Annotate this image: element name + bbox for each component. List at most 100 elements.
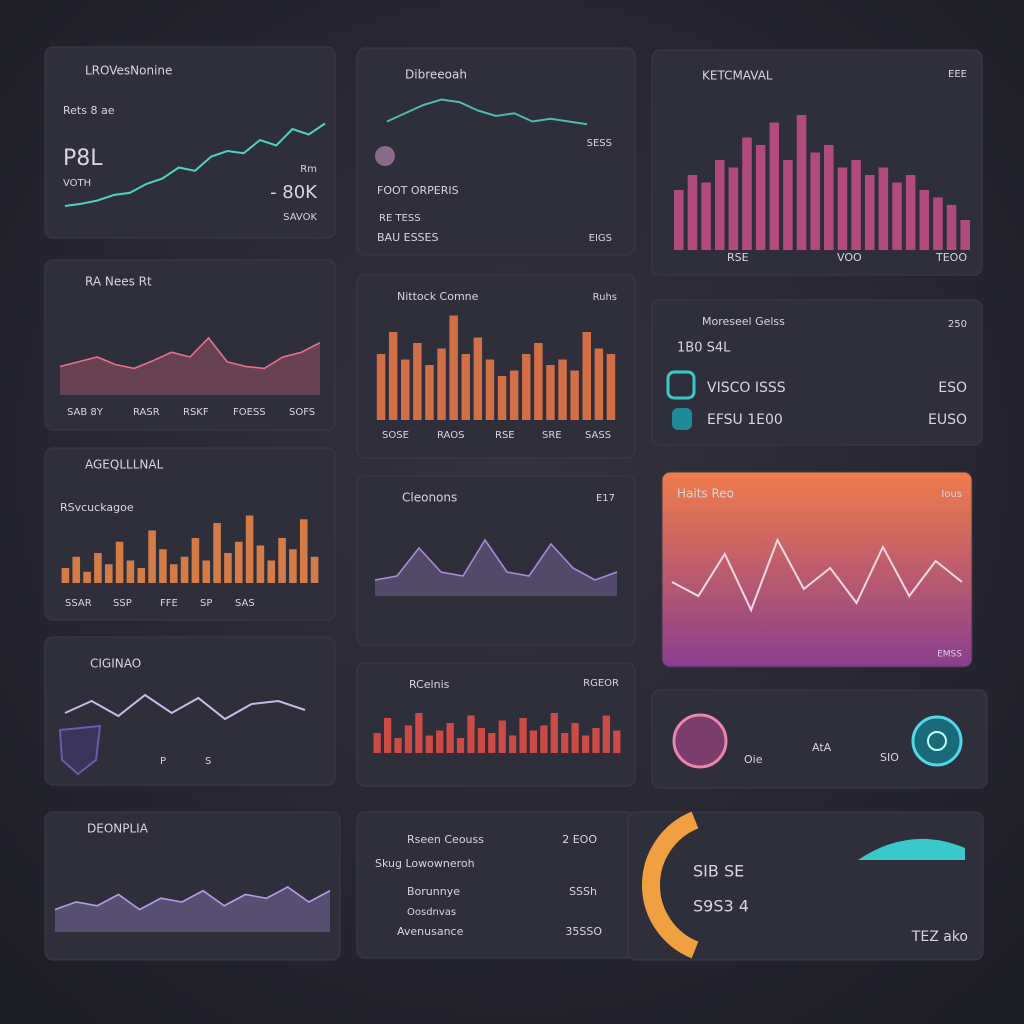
label: E17 <box>596 493 615 504</box>
bar <box>425 735 433 753</box>
label: 35SSO <box>565 925 602 938</box>
label: TEOO <box>935 251 967 264</box>
label: SSAR <box>65 598 92 609</box>
icon <box>927 731 947 751</box>
label: SAB 8Y <box>67 407 104 418</box>
card-title: AGEQLLLNAL <box>85 458 164 472</box>
icon <box>672 713 728 769</box>
bar <box>467 715 475 753</box>
area-line <box>54 886 331 911</box>
area-line <box>59 336 321 370</box>
label: EUSO <box>928 412 967 428</box>
bar <box>714 160 725 250</box>
label: FOESS <box>233 407 266 418</box>
bar <box>425 365 434 420</box>
bar <box>581 735 590 753</box>
card <box>651 299 983 446</box>
bar <box>180 556 189 583</box>
bar <box>104 564 113 583</box>
card <box>356 475 636 646</box>
bar <box>413 343 422 420</box>
bar <box>933 197 943 250</box>
icon <box>666 370 696 400</box>
bar <box>446 723 454 753</box>
bar <box>83 571 91 583</box>
label: SSP <box>113 598 132 609</box>
line-series <box>64 693 306 721</box>
card-title: RA Nees Rt <box>85 275 152 289</box>
bar <box>278 538 286 583</box>
label: Skug Lowowneroh <box>375 857 475 870</box>
line-series <box>64 122 326 207</box>
card-title: DEONPLIA <box>87 822 149 836</box>
bar <box>224 553 232 583</box>
bar <box>824 145 834 250</box>
bar <box>289 549 297 583</box>
bar <box>522 354 531 420</box>
label: AtA <box>812 741 832 754</box>
bar <box>540 725 548 753</box>
bar <box>582 332 591 420</box>
bar <box>892 182 902 250</box>
bar <box>571 723 579 753</box>
bar <box>477 728 486 753</box>
area-fill <box>375 540 617 596</box>
card-title: RCelnis <box>409 678 450 691</box>
bar <box>561 733 569 753</box>
card <box>651 689 988 789</box>
bar <box>570 370 579 420</box>
bar <box>126 560 135 583</box>
label: SP <box>200 598 212 609</box>
label: SESS <box>587 138 612 149</box>
icon <box>58 724 102 776</box>
bar <box>960 220 970 250</box>
bar <box>461 354 470 420</box>
bar <box>72 556 81 583</box>
label: RE TESS <box>379 213 421 224</box>
label: S9S3 4 <box>693 897 749 916</box>
icon <box>375 146 395 166</box>
label: EFSU 1E00 <box>707 412 783 428</box>
bar <box>137 568 146 583</box>
bar <box>115 541 124 583</box>
card <box>44 811 341 961</box>
line-series <box>386 98 588 126</box>
bar <box>592 728 600 753</box>
bar <box>558 359 567 420</box>
bar <box>310 556 319 583</box>
card-title: Moreseel Gelss <box>702 315 785 328</box>
bar <box>546 365 555 420</box>
bar <box>498 720 506 753</box>
card-title: Oie <box>744 753 763 766</box>
label: BAU ESSES <box>377 231 438 244</box>
bar <box>529 730 538 753</box>
label: Rets 8 ae <box>63 104 115 117</box>
bar <box>383 718 392 753</box>
bar <box>810 152 820 250</box>
label: FOOT ORPERIS <box>377 184 459 197</box>
bar <box>837 167 848 250</box>
label: RGEOR <box>583 678 619 689</box>
bar <box>404 725 413 753</box>
label: SSSh <box>569 885 597 898</box>
teal-shape <box>858 838 965 860</box>
bar <box>234 541 243 583</box>
card-title: Cleonons <box>402 491 457 505</box>
bar <box>508 735 517 753</box>
bar <box>509 370 519 420</box>
bar <box>534 343 543 420</box>
bar <box>94 553 102 583</box>
card <box>44 46 336 239</box>
label: RSE <box>727 251 749 264</box>
label: Rm <box>300 164 317 175</box>
bar <box>373 733 381 753</box>
bar <box>755 145 766 250</box>
bar <box>701 182 711 250</box>
bar <box>61 568 70 583</box>
label: RSKF <box>183 407 209 418</box>
bar <box>394 738 402 753</box>
bar <box>449 315 458 420</box>
bar <box>905 175 916 250</box>
label: Avenusance <box>397 925 464 938</box>
